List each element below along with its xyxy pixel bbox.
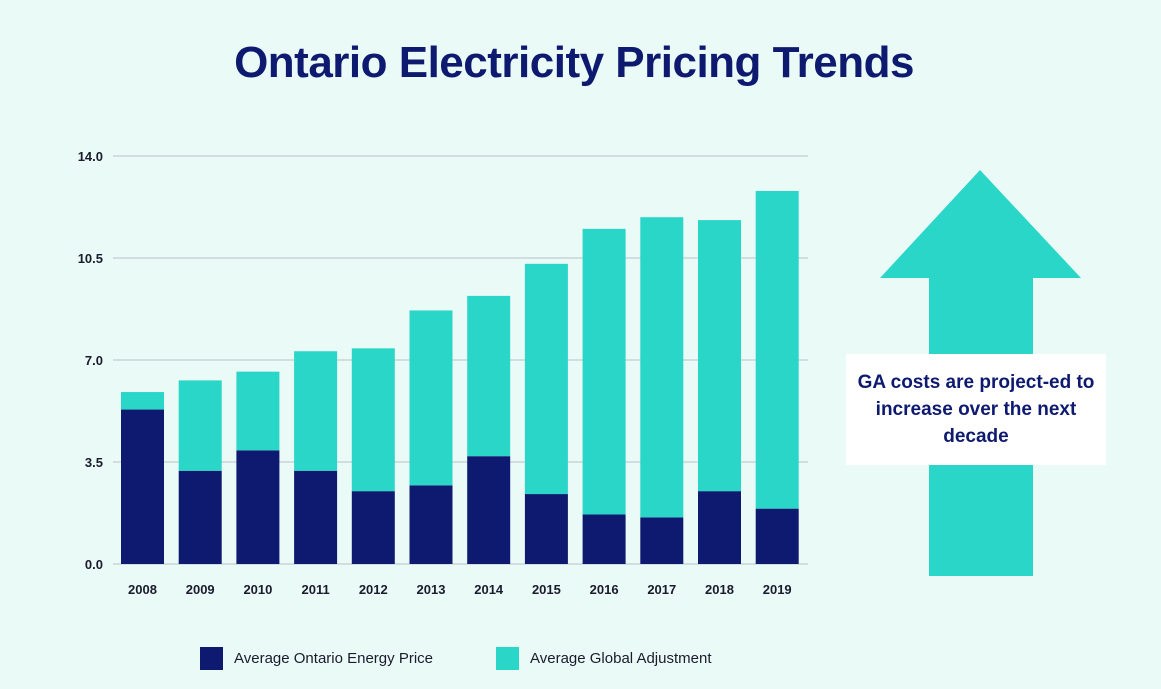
- bar-global-adjustment: [178, 380, 222, 471]
- y-tick-label: 10.5: [78, 251, 103, 266]
- y-tick-label: 3.5: [85, 455, 103, 470]
- x-tick-label: 2013: [417, 582, 446, 597]
- bar-global-adjustment: [294, 351, 338, 471]
- bar-energy-price: [178, 470, 222, 564]
- x-tick-label: 2011: [301, 582, 329, 597]
- bars: [121, 190, 799, 564]
- bar-energy-price: [698, 491, 741, 564]
- legend-item-global-adjustment: Average Global Adjustment: [496, 646, 712, 670]
- legend-item-energy-price: Average Ontario Energy Price: [200, 646, 433, 670]
- bar-global-adjustment: [640, 217, 684, 518]
- legend-label-global-adjustment: Average Global Adjustment: [530, 649, 712, 667]
- x-tick-label: 2009: [186, 582, 215, 597]
- y-tick-label: 7.0: [85, 353, 103, 368]
- y-tick-label: 0.0: [85, 557, 103, 572]
- x-tick-label: 2008: [128, 582, 157, 597]
- y-axis-ticks: 0.0 3.5 7.0 10.5 14.0: [78, 149, 103, 572]
- legend-label-energy-price: Average Ontario Energy Price: [234, 649, 433, 667]
- y-tick-label: 14.0: [78, 149, 103, 164]
- bar-energy-price: [409, 485, 453, 564]
- x-tick-label: 2017: [647, 582, 676, 597]
- x-tick-label: 2015: [532, 582, 561, 597]
- bar-global-adjustment: [467, 295, 511, 457]
- gridlines: [113, 155, 808, 565]
- x-tick-label: 2010: [243, 582, 272, 597]
- bar-global-adjustment: [524, 263, 568, 495]
- bar-global-adjustment: [409, 310, 453, 486]
- x-tick-label: 2018: [705, 582, 734, 597]
- x-axis-ticks: 2008 2009 2010 2011 2012 2013 2014 2015 2016 2017…: [128, 582, 792, 597]
- x-tick-label: 2016: [590, 582, 619, 597]
- bar-global-adjustment: [698, 220, 741, 492]
- bar-energy-price: [121, 409, 164, 564]
- x-tick-label: 2019: [763, 582, 792, 597]
- chart-title: Ontario Electricity Pricing Trends: [234, 38, 914, 87]
- legend-swatch-energy-price: [200, 646, 223, 670]
- bar-energy-price: [755, 508, 799, 564]
- bar-energy-price: [640, 517, 684, 564]
- bar-energy-price: [524, 494, 568, 564]
- bar-global-adjustment: [121, 392, 164, 410]
- bar-global-adjustment: [351, 348, 395, 492]
- bar-energy-price: [351, 491, 395, 564]
- callout-text: GA costs are project-ed to increase over…: [857, 372, 1095, 447]
- bar-energy-price: [236, 450, 280, 564]
- x-tick-label: 2014: [474, 582, 504, 597]
- bar-global-adjustment: [582, 228, 626, 515]
- bar-global-adjustment: [236, 371, 280, 451]
- x-tick-label: 2012: [359, 582, 388, 597]
- callout-box: GA costs are project-ed to increase over…: [846, 354, 1106, 465]
- legend-swatch-global-adjustment: [496, 646, 519, 670]
- bar-energy-price: [467, 456, 511, 564]
- bar-energy-price: [294, 470, 338, 564]
- bar-global-adjustment: [755, 190, 799, 509]
- bar-energy-price: [582, 514, 626, 564]
